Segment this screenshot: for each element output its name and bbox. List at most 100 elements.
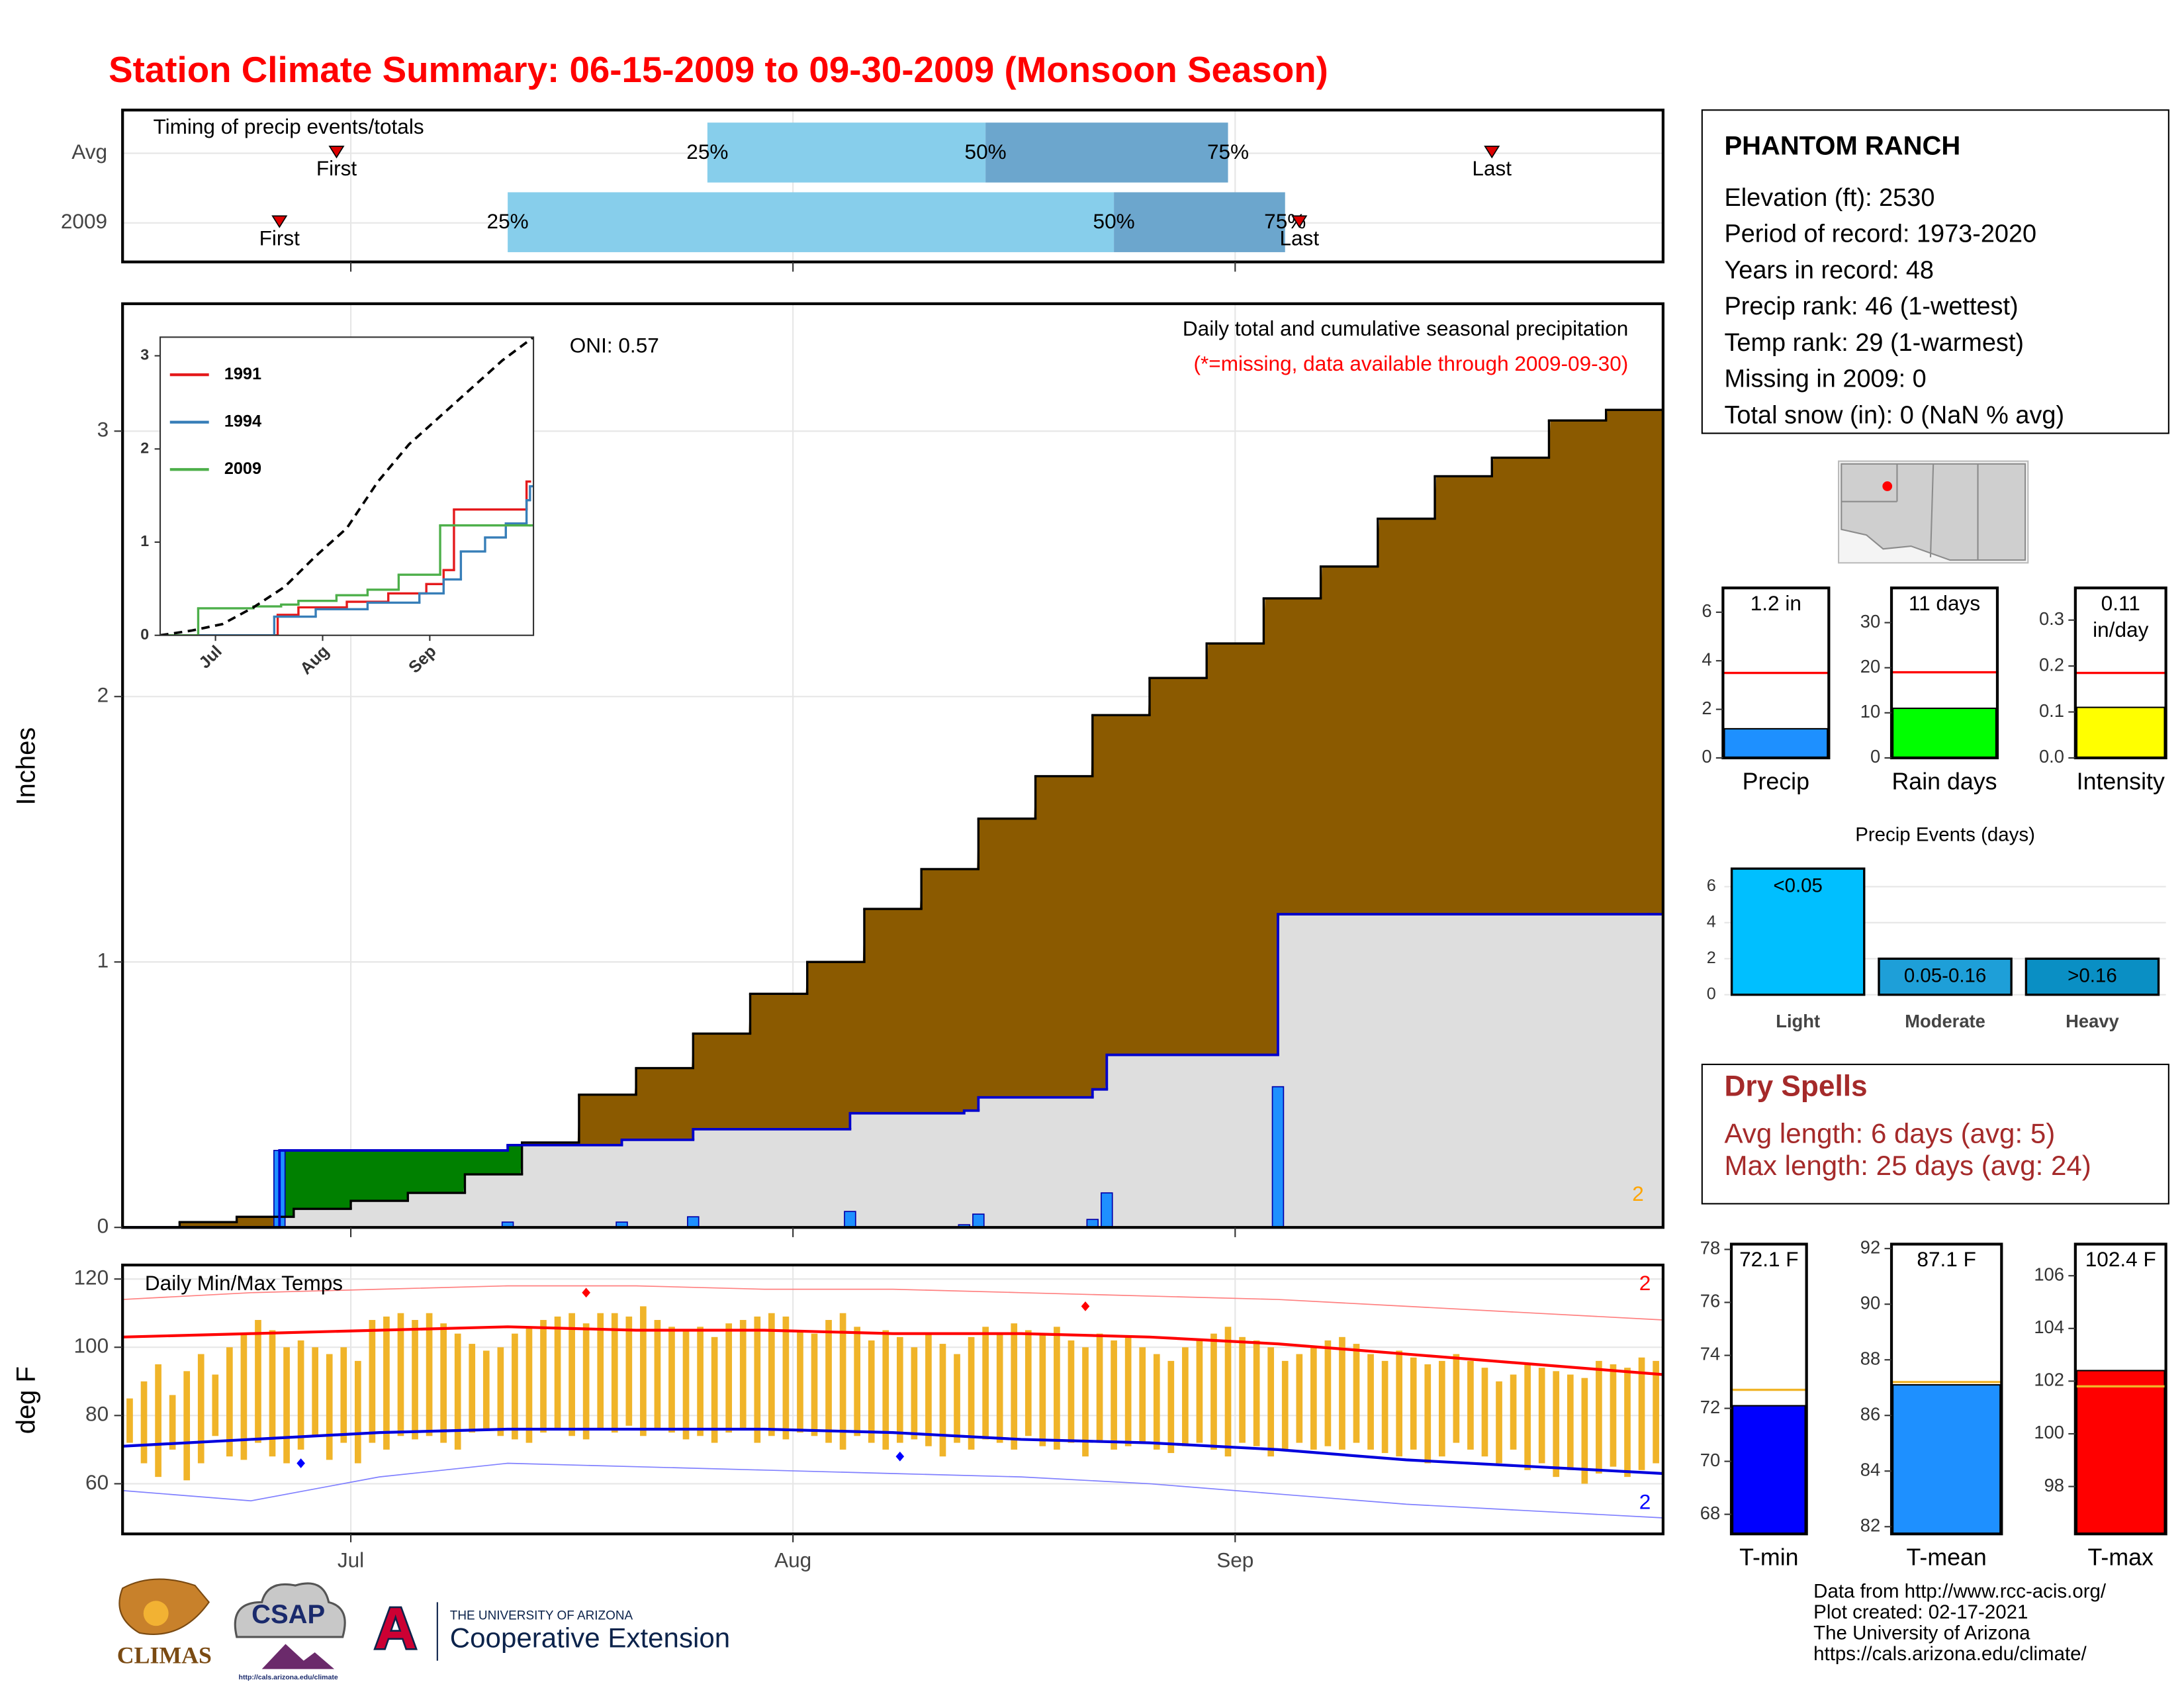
panel-title: Timing of precip events/totals [154,115,424,138]
value-label: 87.1 F [1917,1248,1976,1272]
station-dot [1882,481,1893,491]
y-axis-title: Inches [12,727,41,806]
temp-range-bar [1367,1354,1374,1450]
temp-range-bar [1111,1340,1117,1450]
y-tick-label: 120 [74,1266,109,1289]
y-tick-label: 3 [140,346,149,363]
temp-range-bar [1467,1360,1474,1450]
temp-range-bar [768,1313,775,1436]
map-borders [1841,463,1979,561]
y-tick-label: 0.1 [2039,700,2064,721]
temp-range-bar [169,1395,176,1450]
temp-range-bar [1638,1357,1645,1470]
station-panel [1701,109,2169,434]
x-tick-label: T-min [1739,1544,1798,1571]
temp-range-bar [1538,1368,1545,1464]
temp-range-bar [1239,1336,1246,1443]
temp-range-bar [1153,1354,1160,1450]
temp-range-bar [1596,1360,1602,1474]
value-label-box: 11 days [1908,592,1981,616]
footer-line: https://cals.arizona.edu/climate/ [1813,1643,2087,1665]
temp-range-bar [226,1347,233,1457]
event-marker [1484,146,1500,159]
temp-range-bar [782,1316,790,1440]
value-label: 11 days [1908,592,1981,616]
temp-range-bar [1438,1360,1445,1457]
y-tick-label: 70 [1700,1450,1720,1470]
legend-label: 2009 [224,459,261,478]
y-tick-label: 30 [1860,611,1880,632]
temp-range-bar [1481,1368,1488,1457]
temp-range-bar [255,1320,261,1443]
y-tick-label: 92 [1860,1237,1880,1257]
dry-spells-title: Dry Spells [1724,1070,1867,1102]
temp-range-bar [668,1327,675,1433]
temp-range-bar [1381,1360,1388,1454]
temp-range-bar [597,1313,604,1429]
temp-range-bar [540,1320,547,1433]
station-info: Temp rank: 29 (1-warmest) [1724,329,2024,357]
x-tick-label: T-max [2088,1544,2154,1571]
temp-range-bar [1510,1374,1517,1450]
climas-logo: CLIMAS [117,1642,212,1669]
station-info: Years in record: 48 [1724,256,1934,284]
station-info: Period of record: 1973-2020 [1724,220,2036,248]
bar [1723,727,1829,759]
temp-range-bar [482,1350,490,1429]
x-tick-label: T-mean [1907,1544,1987,1571]
station-info: Precip rank: 46 (1-wettest) [1724,293,2018,320]
panel-frame [1889,586,1999,760]
y-tick-label: 100 [2034,1422,2064,1442]
temp-range-bar [426,1313,433,1436]
daily-bar [844,1211,856,1229]
dry-spells-info: Max length: 25 days (avg: 24) [1724,1150,2091,1181]
x-tick-label: Light [1776,1011,1820,1031]
legend-label: 1994 [224,412,261,430]
bar [2025,957,2160,996]
temp-range-bar [868,1340,875,1443]
y-tick-label: 20 [1860,656,1880,677]
value-label-box: 1.2 in [1751,592,1801,616]
temp-range-bar [412,1320,418,1440]
temp-range-bar [582,1323,590,1440]
temp-range-bar [1096,1333,1103,1443]
temp-range-bar [1581,1378,1588,1484]
temp-range-bar [454,1333,461,1450]
quantile-label: 25% [686,140,728,164]
quantile-label: 50% [1093,209,1135,233]
ua-letter: A [375,1595,417,1661]
temp-range-bar [1496,1381,1502,1464]
temp-range-bar [1224,1327,1232,1457]
temp-range-bar [1453,1354,1460,1443]
temp-range-bar [1396,1350,1403,1457]
station-name: PHANTOM RANCH [1724,132,1960,161]
temp-range-bar [640,1306,647,1436]
temp-range-bar [469,1344,476,1433]
temp-range-bar [882,1330,889,1450]
y-tick-label: 98 [2044,1475,2064,1495]
y-tick-label: 0 [1702,746,1711,767]
daily-bar [1271,1086,1285,1229]
temp-range-bar [1210,1333,1217,1450]
x-tick-label: Intensity [2077,768,2165,794]
panel-frame [1729,1243,1808,1536]
csap-logo: CSAP [251,1600,325,1629]
missing-count: 2 [1632,1182,1644,1205]
temp-range-bar [1267,1347,1275,1457]
event-label: Last [1279,226,1319,250]
y-tick-label: 6 [1707,876,1716,895]
temp-range-bar [354,1360,361,1464]
temp-range-bar [968,1336,975,1450]
value-label-box: 87.1 F [1917,1248,1976,1272]
extension-name: Cooperative Extension [450,1622,730,1653]
bar [1732,1405,1806,1535]
temp-range-bar [1068,1340,1075,1443]
y-tick-label: 2 [97,683,109,707]
daily-bar [687,1216,700,1229]
y-tick-label: 104 [2034,1317,2064,1337]
panel-frame [121,1263,1664,1536]
y-tick-label: 102 [2034,1370,2064,1390]
temp-range-bar [739,1320,747,1429]
ua-emblem [365,1605,427,1656]
